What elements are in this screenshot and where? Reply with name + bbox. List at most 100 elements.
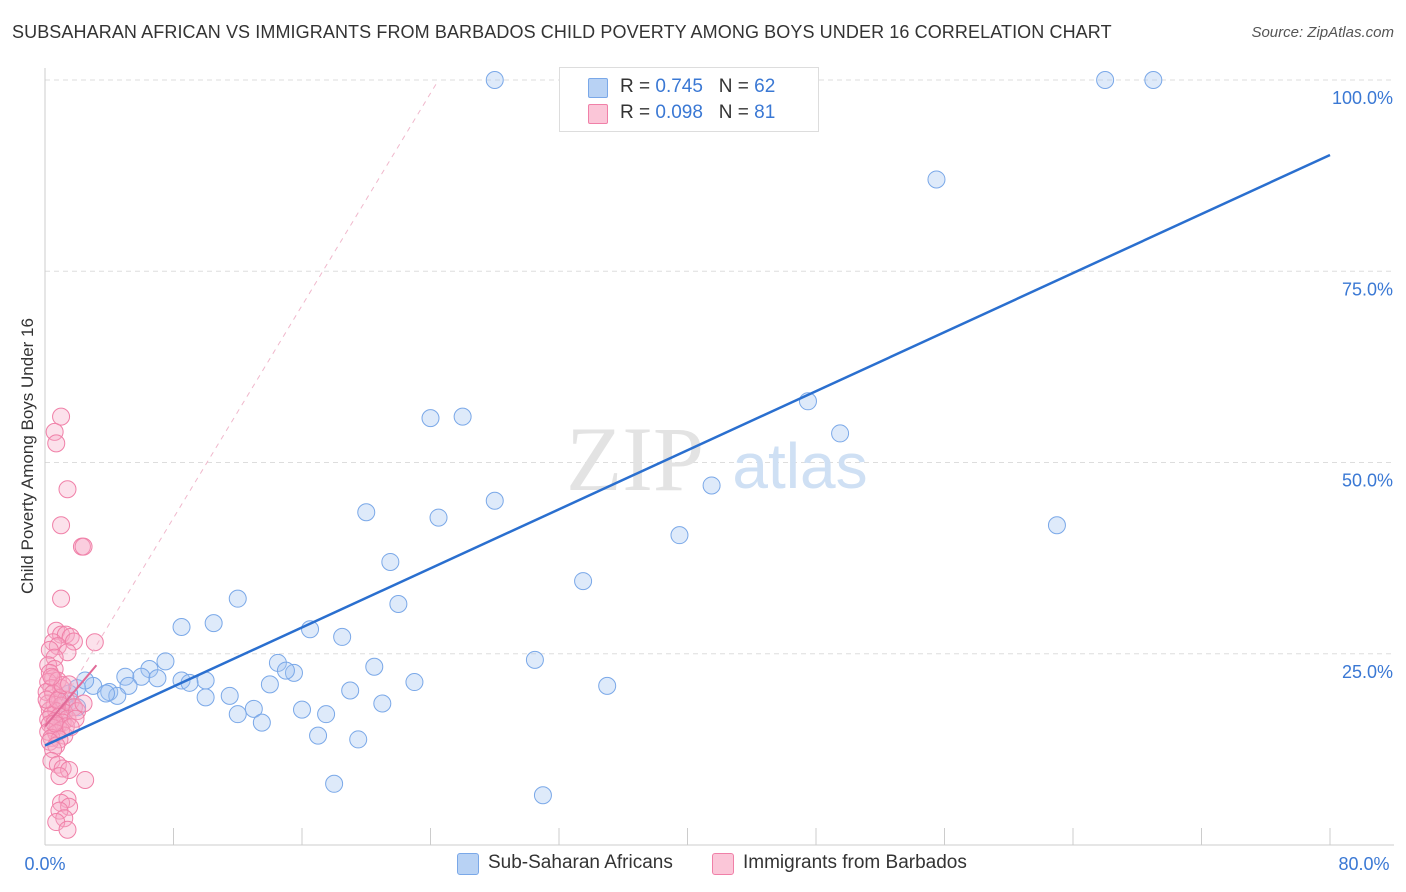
- point-sub-saharan: [228, 589, 247, 608]
- point-sub-saharan: [317, 705, 336, 724]
- point-sub-saharan: [276, 661, 295, 680]
- y-tick-label: 25.0%: [1342, 662, 1393, 682]
- point-sub-saharan: [196, 688, 215, 707]
- point-sub-saharan: [574, 572, 593, 591]
- legend-n-label-1: N =: [718, 76, 755, 97]
- point-barbados: [45, 422, 64, 441]
- chart-title: SUBSAHARAN AFRICAN VS IMMIGRANTS FROM BA…: [12, 22, 1112, 42]
- legend: R = 0.745 N = 62 R = 0.098 N = 81: [559, 67, 819, 132]
- legend-n-value-2: 81: [754, 102, 776, 123]
- point-sub-saharan: [132, 667, 151, 686]
- legend-swatch-series1: [588, 78, 608, 98]
- legend-r-value-1: 0.745: [655, 76, 703, 97]
- point-barbados: [52, 589, 71, 608]
- point-sub-saharan: [349, 730, 368, 749]
- source-label: Source: ZipAtlas.com: [1251, 24, 1394, 41]
- point-sub-saharan: [357, 503, 376, 522]
- point-barbados: [58, 480, 77, 499]
- point-sub-saharan: [485, 491, 504, 510]
- point-sub-saharan: [228, 705, 247, 724]
- point-sub-saharan: [220, 686, 239, 705]
- y-tick-label: 100.0%: [1332, 88, 1393, 108]
- point-sub-saharan: [252, 713, 271, 732]
- point-sub-saharan: [831, 424, 850, 443]
- point-sub-saharan: [333, 627, 352, 646]
- point-barbados: [60, 675, 79, 694]
- point-sub-saharan: [1047, 516, 1066, 535]
- point-sub-saharan: [365, 657, 384, 676]
- point-barbados: [48, 691, 67, 710]
- point-sub-saharan: [293, 700, 311, 719]
- point-sub-saharan: [244, 699, 263, 718]
- watermark-zip: ZIP: [566, 408, 704, 510]
- point-sub-saharan: [533, 786, 552, 805]
- point-barbados: [68, 702, 87, 721]
- point-barbados: [52, 407, 71, 426]
- point-sub-saharan: [148, 669, 167, 688]
- points: [37, 71, 1163, 839]
- point-sub-saharan: [405, 673, 424, 692]
- trendlines: [44, 79, 1331, 747]
- bottom-legend-label-series2: Immigrants from Barbados: [743, 852, 967, 873]
- legend-r-label-2: R =: [620, 102, 656, 123]
- point-sub-saharan: [485, 71, 504, 89]
- point-barbados: [50, 767, 69, 786]
- trendline-sub-saharan: [44, 153, 1331, 747]
- point-sub-saharan: [260, 675, 279, 694]
- point-sub-saharan: [172, 617, 191, 636]
- point-sub-saharan: [204, 614, 223, 633]
- point-barbados: [42, 667, 61, 686]
- legend-text-series1: R = 0.745 N = 62: [620, 76, 775, 98]
- point-sub-saharan: [702, 476, 721, 495]
- point-barbados: [74, 694, 93, 713]
- point-sub-saharan: [341, 681, 360, 700]
- x-tick-label: 80.0%: [1338, 854, 1389, 874]
- watermark: ZIP atlas: [566, 408, 868, 510]
- point-sub-saharan: [927, 170, 946, 189]
- trendline-barbados: [44, 664, 98, 728]
- y-tick-label: 50.0%: [1342, 471, 1393, 491]
- point-sub-saharan: [598, 676, 617, 695]
- y-axis-label: Child Poverty Among Boys Under 16: [18, 318, 37, 594]
- bottom-legend-swatch-series1: [457, 853, 479, 875]
- point-sub-saharan: [381, 552, 400, 571]
- x-tick-label: 0.0%: [24, 854, 65, 874]
- point-sub-saharan: [97, 684, 116, 703]
- point-barbados: [74, 537, 93, 556]
- point-sub-saharan: [389, 595, 408, 614]
- point-sub-saharan: [373, 694, 392, 713]
- point-sub-saharan: [453, 407, 472, 426]
- point-barbados: [60, 761, 79, 780]
- point-sub-saharan: [309, 726, 328, 745]
- point-barbados: [60, 797, 79, 816]
- legend-swatch-series2: [588, 104, 608, 124]
- point-sub-saharan: [156, 652, 175, 671]
- point-barbados: [58, 820, 77, 839]
- axes: 25.0% 50.0% 75.0% 100.0% 0.0% 80.0%: [24, 68, 1394, 874]
- legend-n-label-2: N =: [718, 102, 755, 123]
- point-sub-saharan: [325, 774, 344, 793]
- legend-r-value-2: 0.098: [655, 102, 703, 123]
- point-barbados: [66, 709, 85, 728]
- watermark-atlas: atlas: [732, 430, 867, 502]
- point-sub-saharan: [421, 409, 440, 428]
- grid: [45, 79, 1394, 655]
- point-sub-saharan: [670, 526, 689, 545]
- point-sub-saharan: [429, 508, 448, 527]
- legend-r-label-1: R =: [620, 76, 656, 97]
- point-barbados: [52, 516, 71, 535]
- point-sub-saharan: [119, 676, 138, 695]
- point-sub-saharan: [108, 686, 127, 705]
- y-tick-label: 75.0%: [1342, 279, 1393, 299]
- reference-diagonal: [44, 79, 439, 731]
- legend-text-series2: R = 0.098 N = 81: [620, 102, 775, 124]
- point-sub-saharan: [525, 650, 544, 669]
- point-sub-saharan: [1144, 71, 1163, 89]
- bottom-legend-swatch-series2: [712, 853, 734, 875]
- point-sub-saharan: [1096, 71, 1115, 89]
- point-barbados: [76, 770, 95, 789]
- legend-n-value-1: 62: [754, 76, 776, 97]
- point-barbados: [47, 434, 66, 453]
- bottom-legend-label-series1: Sub-Saharan Africans: [488, 852, 673, 873]
